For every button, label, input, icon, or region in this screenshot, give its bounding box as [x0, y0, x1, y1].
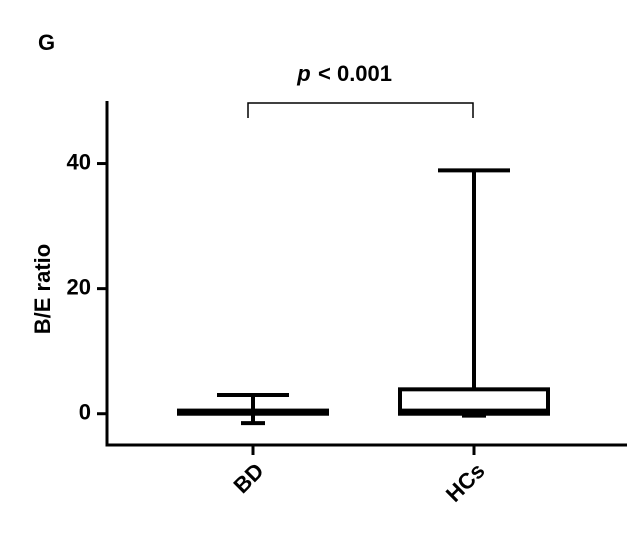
y-tick-label: 40	[67, 149, 91, 174]
panel-label: G	[38, 30, 55, 55]
annotation-italic: p	[296, 61, 310, 86]
y-tick-label: 0	[79, 400, 91, 425]
x-tick-label: HCs	[441, 458, 490, 507]
x-tick-label: BD	[228, 458, 268, 498]
annotation-text: < 0.001	[318, 61, 392, 86]
significance-bracket	[247, 102, 474, 118]
y-tick-label: 20	[67, 274, 91, 299]
y-axis-label: B/E ratio	[30, 244, 55, 334]
